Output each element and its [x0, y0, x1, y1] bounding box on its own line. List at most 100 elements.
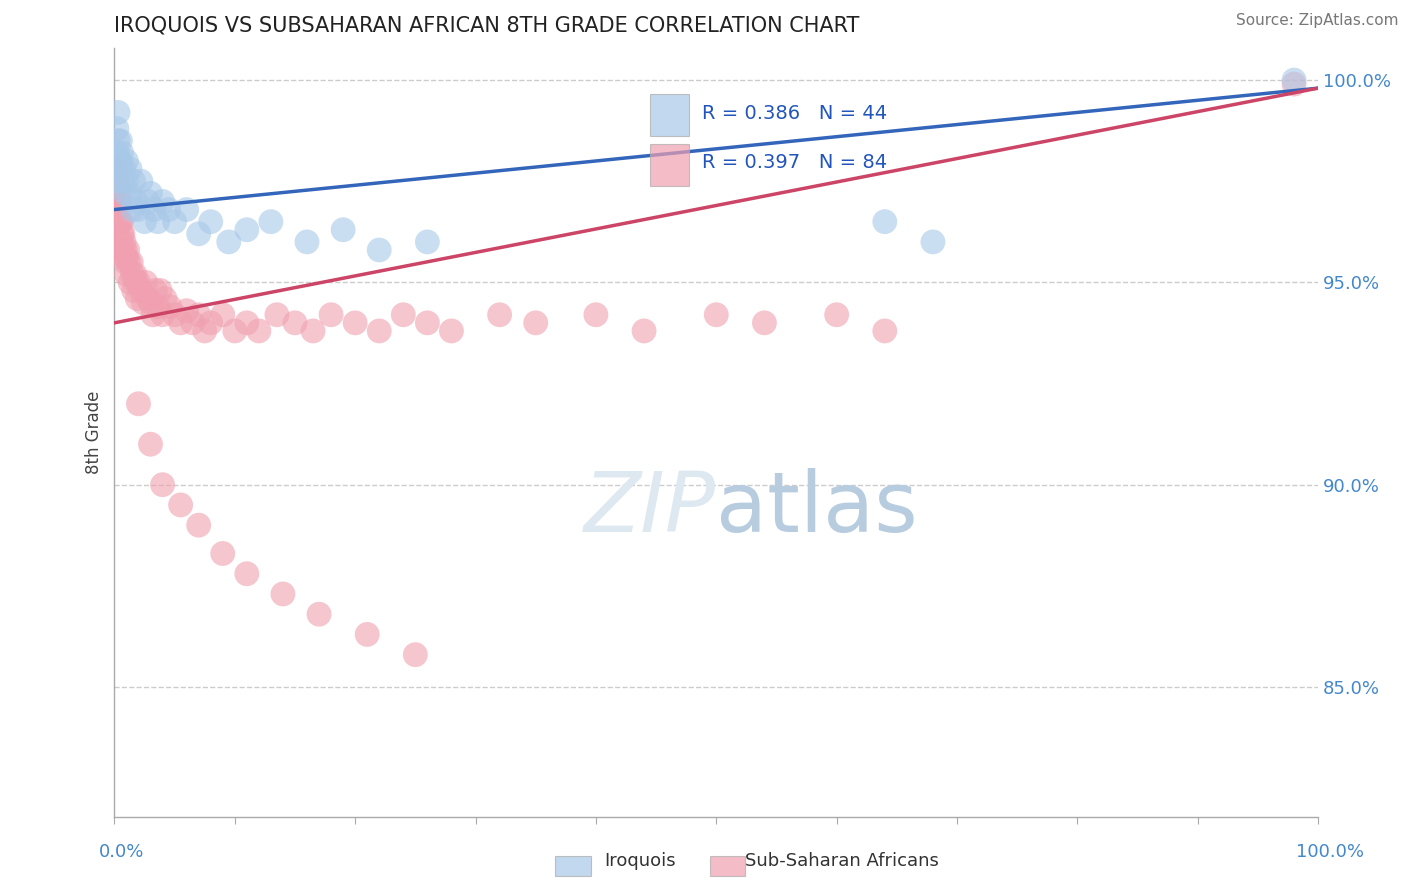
Point [120, 276, 142, 290]
Point [146, 300, 169, 314]
Text: 0.0%: 0.0% [98, 843, 143, 861]
Point [139, 437, 162, 451]
Point [187, 518, 209, 533]
Point [143, 202, 166, 217]
Text: atlas: atlas [716, 468, 918, 549]
Point [139, 186, 162, 201]
Point [825, 308, 848, 322]
Point [105, 145, 128, 160]
Text: R = 0.397   N = 84: R = 0.397 N = 84 [702, 153, 887, 172]
Point [152, 194, 174, 209]
Point [704, 308, 727, 322]
Point [187, 227, 209, 241]
Point [200, 215, 222, 229]
Point [163, 215, 186, 229]
Point [108, 174, 131, 188]
Point [211, 308, 233, 322]
Point [143, 284, 166, 298]
Point [117, 243, 139, 257]
Point [152, 477, 174, 491]
Point [368, 243, 391, 257]
Point [110, 194, 132, 209]
Point [135, 276, 157, 290]
Point [1282, 77, 1305, 91]
Point [176, 303, 198, 318]
Point [142, 308, 165, 322]
Point [118, 186, 141, 201]
Point [633, 324, 655, 338]
Y-axis label: 8th Grade: 8th Grade [86, 391, 103, 474]
Point [114, 255, 136, 269]
Point [107, 134, 129, 148]
Point [308, 607, 330, 622]
Point [111, 215, 134, 229]
Point [284, 316, 307, 330]
Point [132, 295, 155, 310]
Point [107, 186, 129, 201]
Text: Iroquois: Iroquois [605, 852, 676, 870]
Point [115, 267, 138, 281]
Text: Sub-Saharan Africans: Sub-Saharan Africans [745, 852, 939, 870]
Point [118, 255, 141, 269]
Point [344, 316, 367, 330]
Text: R = 0.386   N = 44: R = 0.386 N = 44 [702, 103, 887, 122]
Text: ZIP: ZIP [585, 468, 716, 549]
Point [111, 145, 134, 160]
Point [149, 284, 172, 298]
Point [108, 153, 131, 168]
Point [200, 316, 222, 330]
Point [112, 235, 135, 249]
Point [332, 223, 354, 237]
Point [585, 308, 607, 322]
Point [488, 308, 510, 322]
Point [105, 174, 128, 188]
Point [111, 227, 134, 241]
Point [368, 324, 391, 338]
Point [111, 174, 134, 188]
Text: Source: ZipAtlas.com: Source: ZipAtlas.com [1236, 13, 1399, 29]
Point [139, 295, 162, 310]
Point [111, 243, 134, 257]
Point [124, 267, 146, 281]
Bar [650, 144, 689, 186]
Point [163, 308, 186, 322]
Point [157, 202, 180, 217]
Point [110, 153, 132, 168]
Point [319, 308, 342, 322]
Point [181, 316, 204, 330]
Point [440, 324, 463, 338]
Point [153, 292, 176, 306]
Point [105, 121, 128, 136]
Point [122, 174, 145, 188]
Point [127, 292, 149, 306]
Point [236, 316, 259, 330]
Point [404, 648, 426, 662]
Point [194, 324, 217, 338]
Point [416, 235, 439, 249]
Point [271, 587, 294, 601]
Point [110, 215, 132, 229]
Point [260, 215, 283, 229]
Point [295, 235, 318, 249]
Point [120, 255, 142, 269]
Point [136, 194, 159, 209]
Point [110, 235, 132, 249]
Point [112, 251, 135, 265]
Point [111, 243, 134, 257]
Point [754, 316, 776, 330]
Point [111, 227, 134, 241]
Point [110, 134, 132, 148]
Point [236, 566, 259, 581]
Point [211, 547, 233, 561]
Point [120, 162, 142, 177]
Point [122, 284, 145, 298]
Point [1282, 73, 1305, 87]
Bar [650, 94, 689, 136]
Point [524, 316, 547, 330]
Point [107, 162, 129, 177]
Point [152, 308, 174, 322]
Point [107, 202, 129, 217]
Point [121, 202, 143, 217]
Point [115, 251, 138, 265]
Point [136, 292, 159, 306]
